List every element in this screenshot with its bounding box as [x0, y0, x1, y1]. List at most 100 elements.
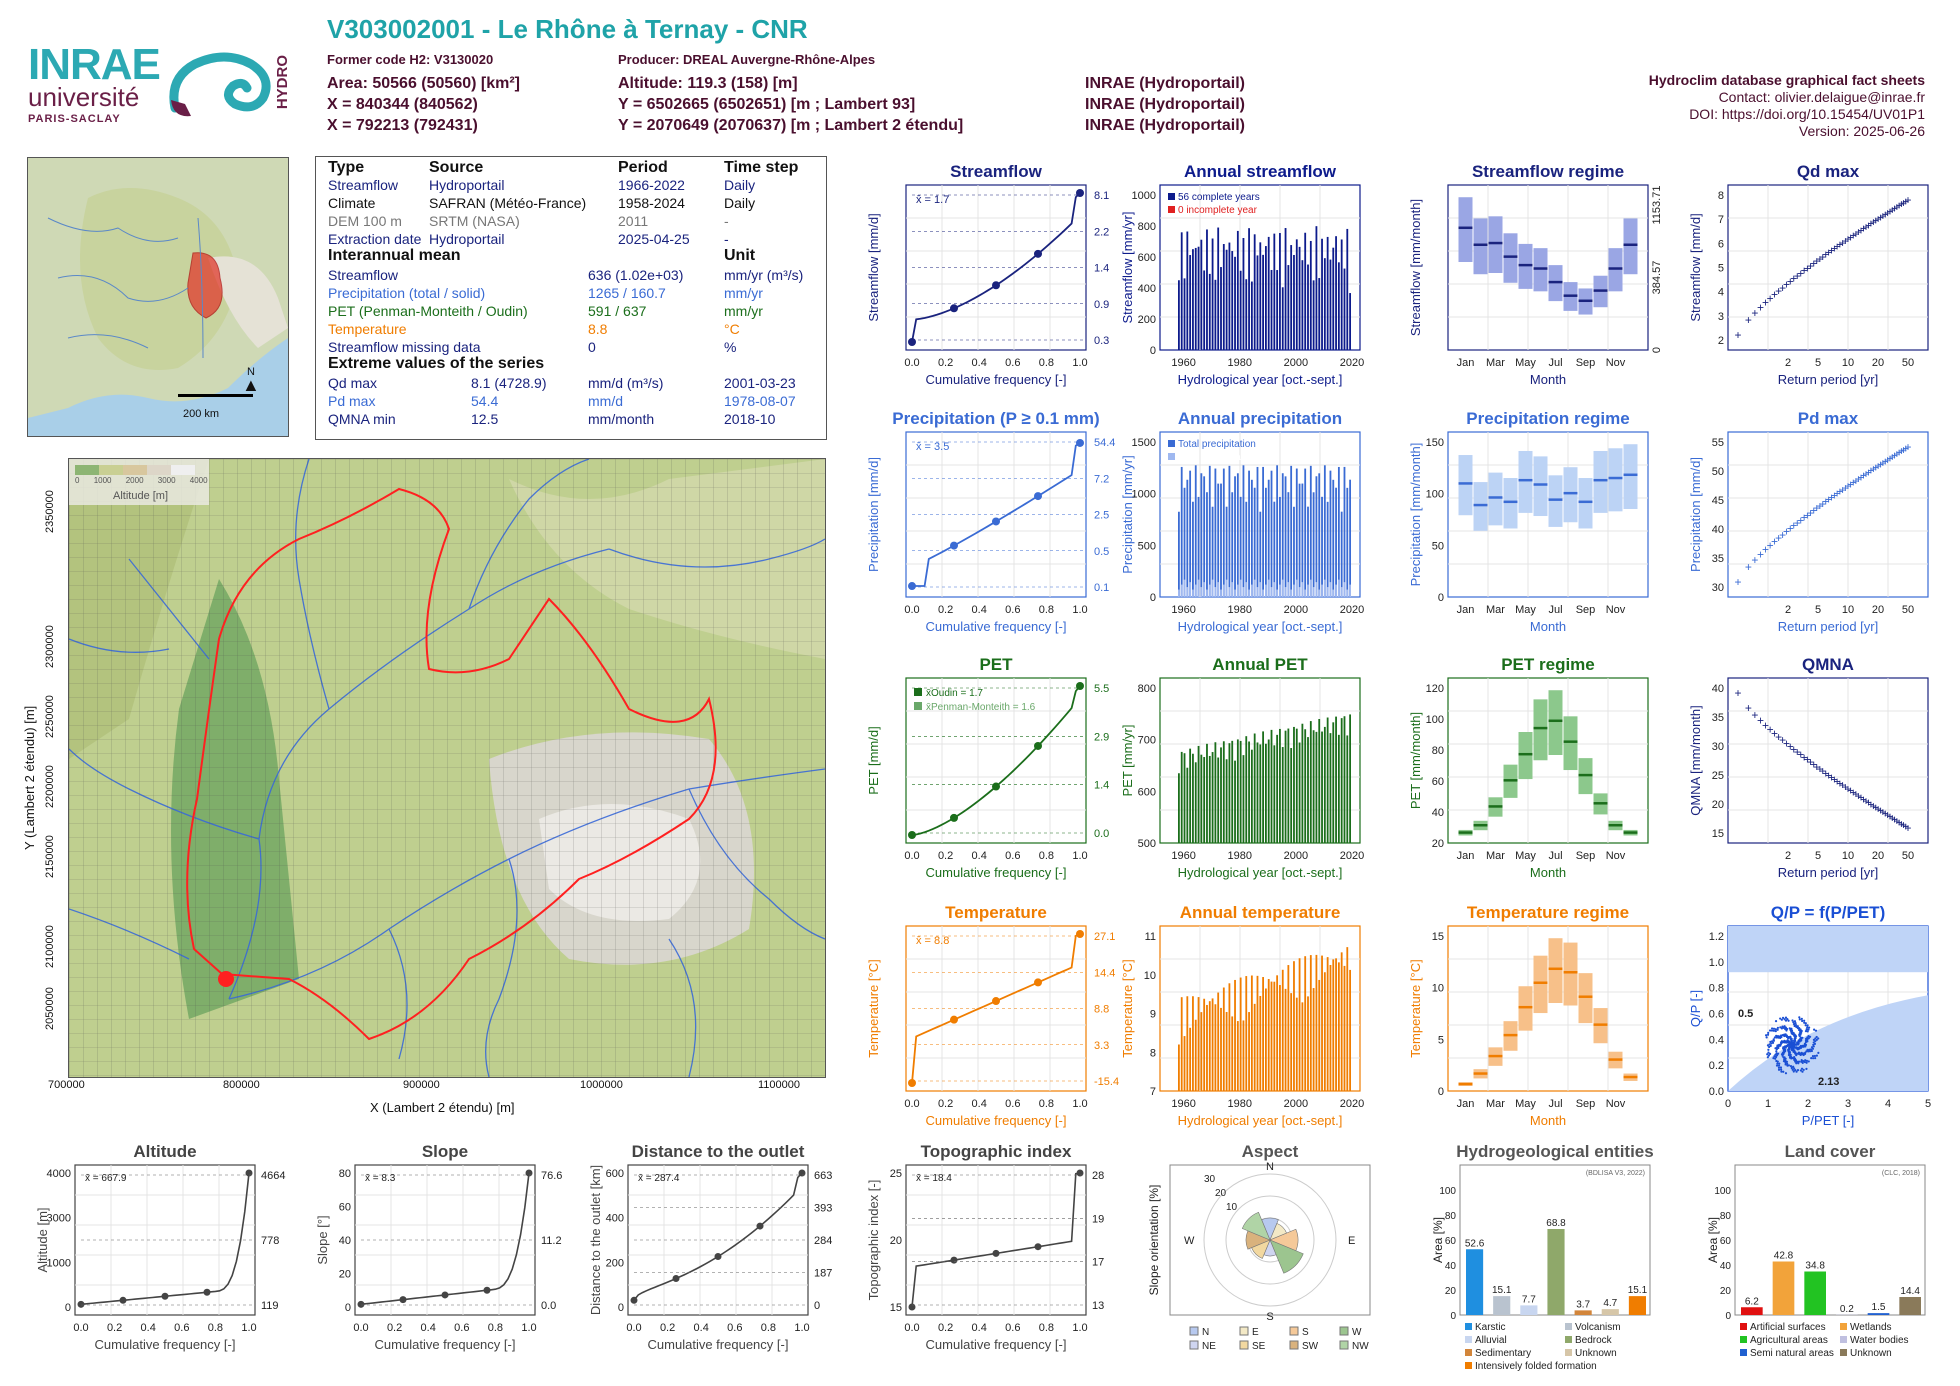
- year-bar: [1267, 479, 1270, 597]
- year-bar: [1245, 279, 1248, 350]
- qp-point: [1797, 1043, 1800, 1046]
- x-tick-label: 1.0: [794, 1322, 809, 1334]
- year-bar: [1281, 747, 1284, 843]
- month-range: [1458, 197, 1473, 262]
- qp-point: [1805, 1059, 1809, 1062]
- x-tick-label: 1.0: [1072, 604, 1087, 616]
- year-bar: [1321, 496, 1323, 597]
- year-bar: [1234, 760, 1236, 843]
- qp-point: [1776, 1028, 1779, 1031]
- quantile-point: [992, 782, 1000, 791]
- qp-point: [1798, 1035, 1801, 1038]
- year-bar: [1273, 233, 1276, 350]
- year-bar: [1189, 1027, 1192, 1091]
- year-bar: [1332, 479, 1335, 597]
- year-bar: [1262, 977, 1264, 1091]
- source-2: INRAE (Hydroportail): [1085, 96, 1245, 113]
- qp-point: [1783, 1018, 1786, 1021]
- qp-point: [1770, 1042, 1773, 1045]
- qp-point: [1801, 1061, 1804, 1064]
- qp-point: [1783, 1039, 1786, 1042]
- year-bar-solid: [1315, 582, 1318, 597]
- qp-xlabel: P/PET [-]: [1802, 1113, 1855, 1128]
- year-bar: [1265, 743, 1267, 843]
- y-tick-label: 150: [1426, 437, 1444, 449]
- year-bar-solid: [1273, 582, 1276, 597]
- year-bar: [1236, 739, 1239, 843]
- x-tick-label: 0.2: [938, 850, 953, 862]
- year-bar: [1256, 742, 1259, 843]
- qd_max-chart: Qd max Streamflow [mm/d] Return period [yr…: [1688, 162, 1929, 387]
- mean-pet-unit: mm/yr: [724, 303, 763, 319]
- qp-point: [1778, 1062, 1781, 1065]
- year-bar: [1242, 755, 1245, 843]
- return-point: +: [1751, 306, 1758, 320]
- qp-point: [1772, 1029, 1776, 1032]
- month-range: [1518, 986, 1533, 1031]
- year-bar-solid: [1228, 587, 1231, 597]
- year-bar: [1301, 1002, 1304, 1091]
- quantile-point: [950, 304, 958, 313]
- year-bar: [1295, 728, 1298, 843]
- qp-point: [1796, 1069, 1800, 1072]
- qp-point: [1767, 1051, 1770, 1054]
- y-l2: Y = 2070649 (2070637) [m ; Lambert 2 éte…: [618, 117, 964, 134]
- y-tick-label: 800: [1138, 683, 1156, 695]
- right-tick-label: 14.4: [1094, 967, 1115, 979]
- legend-swatch: [1840, 1323, 1847, 1330]
- year-bar: [1290, 245, 1293, 350]
- return-point: +: [1855, 472, 1862, 486]
- right-tick-label: 0.1: [1094, 582, 1109, 594]
- year-bar: [1293, 254, 1295, 350]
- slope-ylabel: Slope [°]: [315, 1215, 330, 1264]
- year-bar: [1284, 730, 1287, 843]
- qp-point: [1788, 1027, 1791, 1030]
- qp-point: [1774, 1057, 1777, 1060]
- qp-point: [1768, 1045, 1771, 1049]
- legend-label: Intensively folded formation: [1475, 1361, 1597, 1372]
- qp-annotation: 2.13: [1818, 1076, 1839, 1088]
- year-bar: [1276, 975, 1279, 1091]
- qp-point: [1787, 1043, 1790, 1046]
- qp-point: [1799, 1046, 1803, 1049]
- year-bar: [1239, 740, 1242, 843]
- x-tick-label: 0.4: [972, 1322, 987, 1334]
- pet-title: PET: [979, 655, 1013, 674]
- legend-swatch: [1168, 206, 1175, 213]
- temperature-chart: Temperature Temperature [°C] Cumulative fr…: [866, 903, 1119, 1128]
- x-tick-label: 5: [1815, 357, 1821, 369]
- year-bar: [1326, 717, 1329, 843]
- x-tick-label: Sep: [1576, 604, 1596, 616]
- year-bar: [1242, 238, 1245, 350]
- aspect-legend-swatch: [1189, 1326, 1199, 1336]
- return-point: +: [1862, 220, 1869, 234]
- qp-point: [1772, 1039, 1776, 1042]
- x-l2: X = 792213 (792431): [327, 117, 478, 134]
- year-bar-solid: [1332, 589, 1335, 597]
- return-point: +: [1900, 196, 1907, 210]
- y-tick-label: 20: [1445, 1286, 1457, 1297]
- qp-point: [1787, 1019, 1790, 1022]
- qp-point: [1786, 1018, 1789, 1021]
- y-tick-label: 35: [1712, 712, 1724, 724]
- year-bar: [1323, 972, 1326, 1091]
- map-yticks: 2050000 2100000 2150000 2200000 2250000 …: [44, 490, 56, 1030]
- qp-point: [1795, 1054, 1798, 1057]
- y-tick-label: 1500: [1132, 437, 1156, 449]
- year-bar: [1220, 267, 1222, 350]
- year-bar: [1180, 751, 1183, 843]
- legend-label: x̄Oudin = 1.7: [926, 688, 983, 699]
- y-tick-label: 1.2: [1709, 931, 1724, 943]
- bar-value-label: 34.8: [1805, 1261, 1825, 1272]
- year-bar: [1256, 975, 1259, 1091]
- year-bar: [1273, 745, 1276, 843]
- legend-swatch: [1168, 453, 1175, 460]
- overview-map: 200 km N ▲: [27, 157, 289, 437]
- qmna-xlabel: Return period [yr]: [1778, 865, 1878, 880]
- distance-ylabel: Distance to the outlet [km]: [588, 1165, 603, 1315]
- return-point: +: [1757, 547, 1764, 561]
- return-point: +: [1828, 491, 1835, 505]
- aspect-legend-swatch: [1239, 1326, 1249, 1336]
- year-bar: [1326, 501, 1329, 597]
- return-point: +: [1801, 511, 1808, 525]
